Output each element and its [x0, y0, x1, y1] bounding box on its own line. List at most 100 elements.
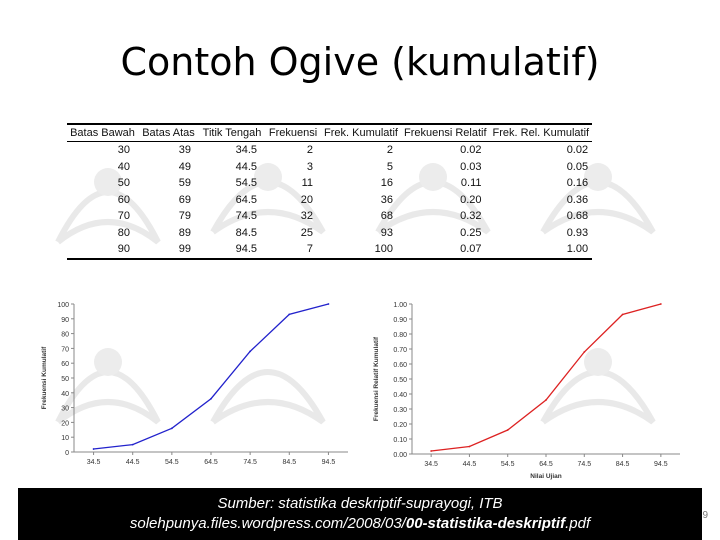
table-cell: 0.16	[566, 177, 589, 190]
y-tick-label: 0	[65, 450, 69, 457]
table-cell: 94.5	[199, 241, 265, 260]
data-point	[92, 448, 95, 450]
table-cell: 7	[265, 241, 321, 260]
y-tick-label: 90	[61, 317, 69, 324]
table-cell: 50	[117, 177, 130, 190]
table-cell: 0.05	[566, 160, 589, 173]
table-cell: 1.00	[489, 241, 593, 260]
cumulative-frequency-chart: 0 10 20 30 40 50 60 70 80 90 100 34.5 44.5 54.5 64.5 74…	[41, 302, 348, 466]
data-point	[621, 313, 624, 316]
table-row: 40 49 44.5 3 5 0.03 0.05	[67, 159, 592, 176]
series-line	[431, 303, 662, 452]
y-tick-label: 0.20	[393, 422, 407, 429]
table-header: Frekuensi Relatif	[400, 123, 490, 142]
table-cell: 0.25	[460, 226, 482, 239]
table-cell: 20	[300, 193, 313, 206]
table-header: Frekuensi	[265, 123, 321, 142]
table-cell: 89	[178, 226, 191, 239]
table-row: 70 79 74.5 32 68 0.32 0.68	[67, 208, 592, 225]
table-cell: 30	[117, 144, 130, 157]
x-tick-label: 34.5	[87, 459, 101, 466]
data-point	[170, 427, 173, 430]
y-tick-label: 0.80	[393, 332, 407, 339]
table-cell: 93	[380, 226, 393, 239]
table-header: Batas Bawah	[67, 123, 138, 142]
table-cell: 36	[380, 193, 393, 206]
data-point	[659, 303, 662, 305]
table-cell: 59	[178, 177, 191, 190]
y-tick-label: 0.70	[393, 347, 407, 354]
table-cell: 60	[117, 193, 130, 206]
source-url-prefix: solehpunya.files.wordpress.com/2008/03/	[129, 515, 406, 532]
table-cell: 0.02	[566, 144, 589, 157]
data-point	[430, 450, 433, 452]
y-tick-label: 70	[61, 346, 69, 353]
table-cell: 11	[301, 177, 313, 190]
table-cell: 32	[300, 210, 313, 223]
x-tick-label: 94.5	[654, 461, 668, 468]
x-tick-label: 54.5	[501, 461, 515, 468]
data-point	[249, 350, 252, 353]
source-url-bold: 00-statistika-deskriptif	[405, 515, 566, 532]
y-tick-label: 30	[61, 406, 69, 413]
table-row: 90 99 94.5 7 100 0.07 1.00	[67, 241, 593, 260]
y-tick-label: 80	[61, 332, 69, 339]
table-cell: 0.32	[460, 210, 482, 223]
source-caption: Sumber: statistika deskriptif-suprayogi,…	[18, 488, 702, 540]
table-cell: 40	[117, 160, 130, 173]
y-tick-label: 0.10	[393, 437, 407, 444]
table-cell: 2	[386, 144, 393, 157]
x-tick-label: 34.5	[424, 461, 438, 468]
data-point	[468, 445, 471, 448]
table-cell: 79	[178, 210, 191, 223]
table-cell: 0.07	[400, 241, 490, 260]
data-point	[131, 443, 134, 446]
y-tick-label: 40	[61, 391, 69, 398]
y-axis-label: Frekuensi Relatif Kumulatif	[373, 336, 380, 421]
x-tick-label: 54.5	[165, 459, 179, 466]
table-header: Frek. Rel. Kumulatif	[489, 123, 593, 142]
page-number: 9	[702, 510, 708, 521]
table-cell: 68	[380, 210, 393, 223]
y-tick-label: 60	[61, 361, 69, 368]
table-cell: 70	[117, 210, 130, 223]
x-tick-label: 94.5	[322, 459, 336, 466]
table-row: 60 69 64.5 20 36 0.20 0.36	[67, 192, 592, 209]
table-cell: 34.5	[235, 144, 257, 157]
source-line-2: solehpunya.files.wordpress.com/2008/03/0…	[18, 514, 702, 534]
series-line	[93, 303, 329, 450]
table-cell: 99	[138, 241, 199, 260]
y-tick-label: 0.00	[393, 452, 407, 459]
source-line-1: Sumber: statistika deskriptif-suprayogi,…	[217, 495, 503, 512]
table-header: Batas Atas	[138, 123, 199, 142]
table-cell: 90	[67, 241, 138, 260]
x-tick-label: 84.5	[616, 461, 630, 468]
x-axis-label: Nilai Ujian	[530, 473, 561, 480]
table-cell: 0.93	[566, 226, 589, 239]
data-point	[545, 399, 547, 401]
x-tick-label: 64.5	[204, 459, 218, 466]
y-tick-label: 0.90	[393, 317, 407, 324]
table-cell: 54.5	[235, 177, 257, 190]
y-tick-label: 100	[57, 302, 69, 309]
y-tick-label: 10	[61, 435, 69, 442]
table-cell: 2	[306, 144, 313, 157]
relative-cumulative-frequency-chart: 0.00 0.10 0.20 0.30 0.40 0.50 0.60 0.70 0.80 0.90…	[373, 302, 680, 480]
table-header: Titik Tengah	[199, 123, 265, 142]
table-cell: 80	[117, 226, 130, 239]
x-tick-label: 64.5	[539, 461, 553, 468]
table-cell: 5	[386, 160, 393, 173]
table-cell: 84.5	[235, 226, 257, 239]
x-tick-label: 44.5	[463, 461, 477, 468]
table-cell: 0.02	[460, 144, 482, 157]
data-point	[288, 313, 291, 316]
table-cell: 0.68	[566, 210, 589, 223]
table-cell: 25	[300, 226, 313, 239]
table-cell: 0.03	[460, 160, 482, 173]
table-cell: 0.11	[460, 177, 482, 190]
data-point	[327, 303, 330, 305]
data-point	[583, 351, 586, 353]
y-tick-label: 0.40	[393, 392, 407, 399]
table-cell: 44.5	[235, 160, 257, 173]
table-header: Frek. Kumulatif	[321, 123, 401, 142]
